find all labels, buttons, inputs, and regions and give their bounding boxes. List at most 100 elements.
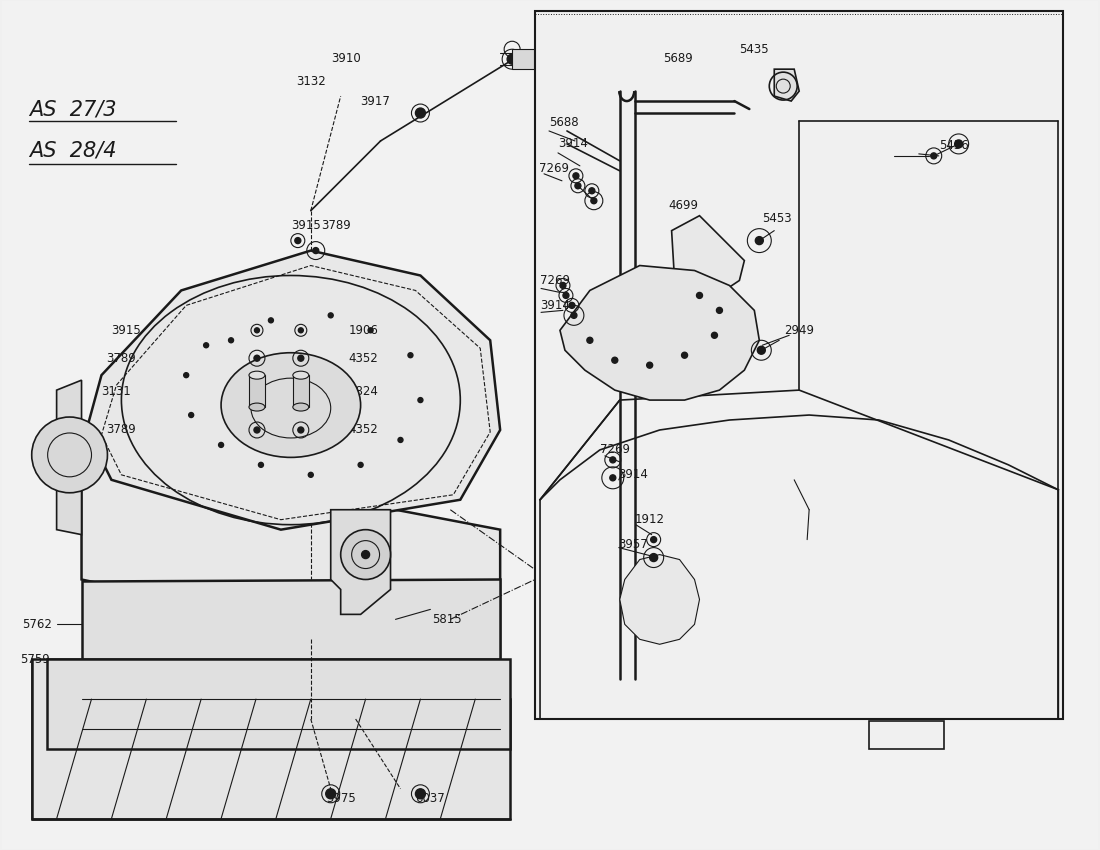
Bar [535,11,1064,719]
Text: 5435: 5435 [739,42,769,56]
Circle shape [362,551,370,558]
Circle shape [647,362,652,368]
Circle shape [341,530,390,580]
Text: 3910: 3910 [331,52,361,65]
Circle shape [204,343,209,348]
Ellipse shape [293,403,309,411]
Text: 3132: 3132 [296,75,326,88]
Circle shape [308,473,314,478]
Text: 5815: 5815 [432,613,462,626]
Text: 7269: 7269 [539,162,569,175]
Circle shape [955,140,962,148]
Text: 5975: 5975 [326,792,355,805]
Text: 3914: 3914 [540,299,570,312]
Text: 1912: 1912 [635,513,664,526]
Circle shape [507,54,517,65]
Circle shape [219,443,223,447]
Polygon shape [774,69,800,101]
Circle shape [716,308,723,314]
Circle shape [563,292,569,298]
Circle shape [591,198,597,204]
Text: 5689: 5689 [662,52,692,65]
Circle shape [416,789,426,799]
Circle shape [588,188,595,194]
Circle shape [569,303,575,309]
Circle shape [560,282,565,288]
Polygon shape [32,660,510,819]
Text: 5688: 5688 [549,116,579,129]
Text: 3915: 3915 [290,219,320,232]
Circle shape [712,332,717,338]
Circle shape [612,357,618,363]
Polygon shape [46,660,510,749]
Text: 3917: 3917 [361,94,390,108]
Text: 7269: 7269 [540,274,570,287]
Circle shape [328,313,333,318]
Circle shape [575,183,581,189]
Polygon shape [81,580,500,660]
Polygon shape [560,265,759,400]
Bar [869,721,944,749]
Text: O: O [59,443,79,467]
Circle shape [254,328,260,333]
Polygon shape [81,450,500,669]
Circle shape [696,292,703,298]
Circle shape [32,417,108,493]
Text: 4352: 4352 [349,352,378,365]
Circle shape [326,789,336,799]
Circle shape [573,173,579,178]
Text: 4699: 4699 [669,199,698,212]
Circle shape [184,372,189,377]
Circle shape [254,355,260,361]
Polygon shape [87,251,500,530]
Text: 4352: 4352 [349,423,378,437]
Circle shape [416,108,426,118]
Circle shape [359,462,363,468]
Text: AS  27/3: AS 27/3 [29,99,117,119]
Circle shape [298,427,304,433]
Text: 5762: 5762 [22,618,52,631]
Text: 3914: 3914 [618,468,648,481]
Bar [249,375,265,407]
Polygon shape [619,554,700,644]
Text: 3789: 3789 [107,352,136,365]
Circle shape [682,352,688,358]
Text: AS  28/4: AS 28/4 [29,141,117,161]
Text: 3789: 3789 [321,219,351,232]
Circle shape [408,353,412,358]
Text: 2949: 2949 [784,324,814,337]
Text: 5436: 5436 [938,139,968,152]
Circle shape [229,337,233,343]
Circle shape [571,312,576,319]
Circle shape [258,462,263,468]
Circle shape [651,536,657,542]
Circle shape [295,238,300,244]
Circle shape [268,318,274,323]
Text: 5759: 5759 [20,653,50,666]
Text: 7269: 7269 [600,444,630,456]
Circle shape [418,398,422,403]
Polygon shape [672,216,745,300]
Polygon shape [56,380,81,535]
Polygon shape [331,510,390,615]
Bar [293,375,309,407]
Circle shape [368,328,373,333]
Circle shape [650,553,658,562]
Text: 1906: 1906 [349,324,378,337]
Ellipse shape [249,403,265,411]
Circle shape [398,438,403,443]
Circle shape [609,475,616,481]
Text: 3789: 3789 [107,423,136,437]
Circle shape [254,427,260,433]
Text: 3914: 3914 [558,138,587,150]
Circle shape [931,153,937,159]
Text: 5520: 5520 [890,729,922,743]
Circle shape [757,346,766,354]
Circle shape [312,247,319,253]
Circle shape [189,412,194,417]
Text: 4824: 4824 [349,384,378,398]
Circle shape [756,236,763,245]
Text: 3957: 3957 [618,538,648,551]
Text: 3131: 3131 [101,384,131,398]
Ellipse shape [249,371,265,379]
